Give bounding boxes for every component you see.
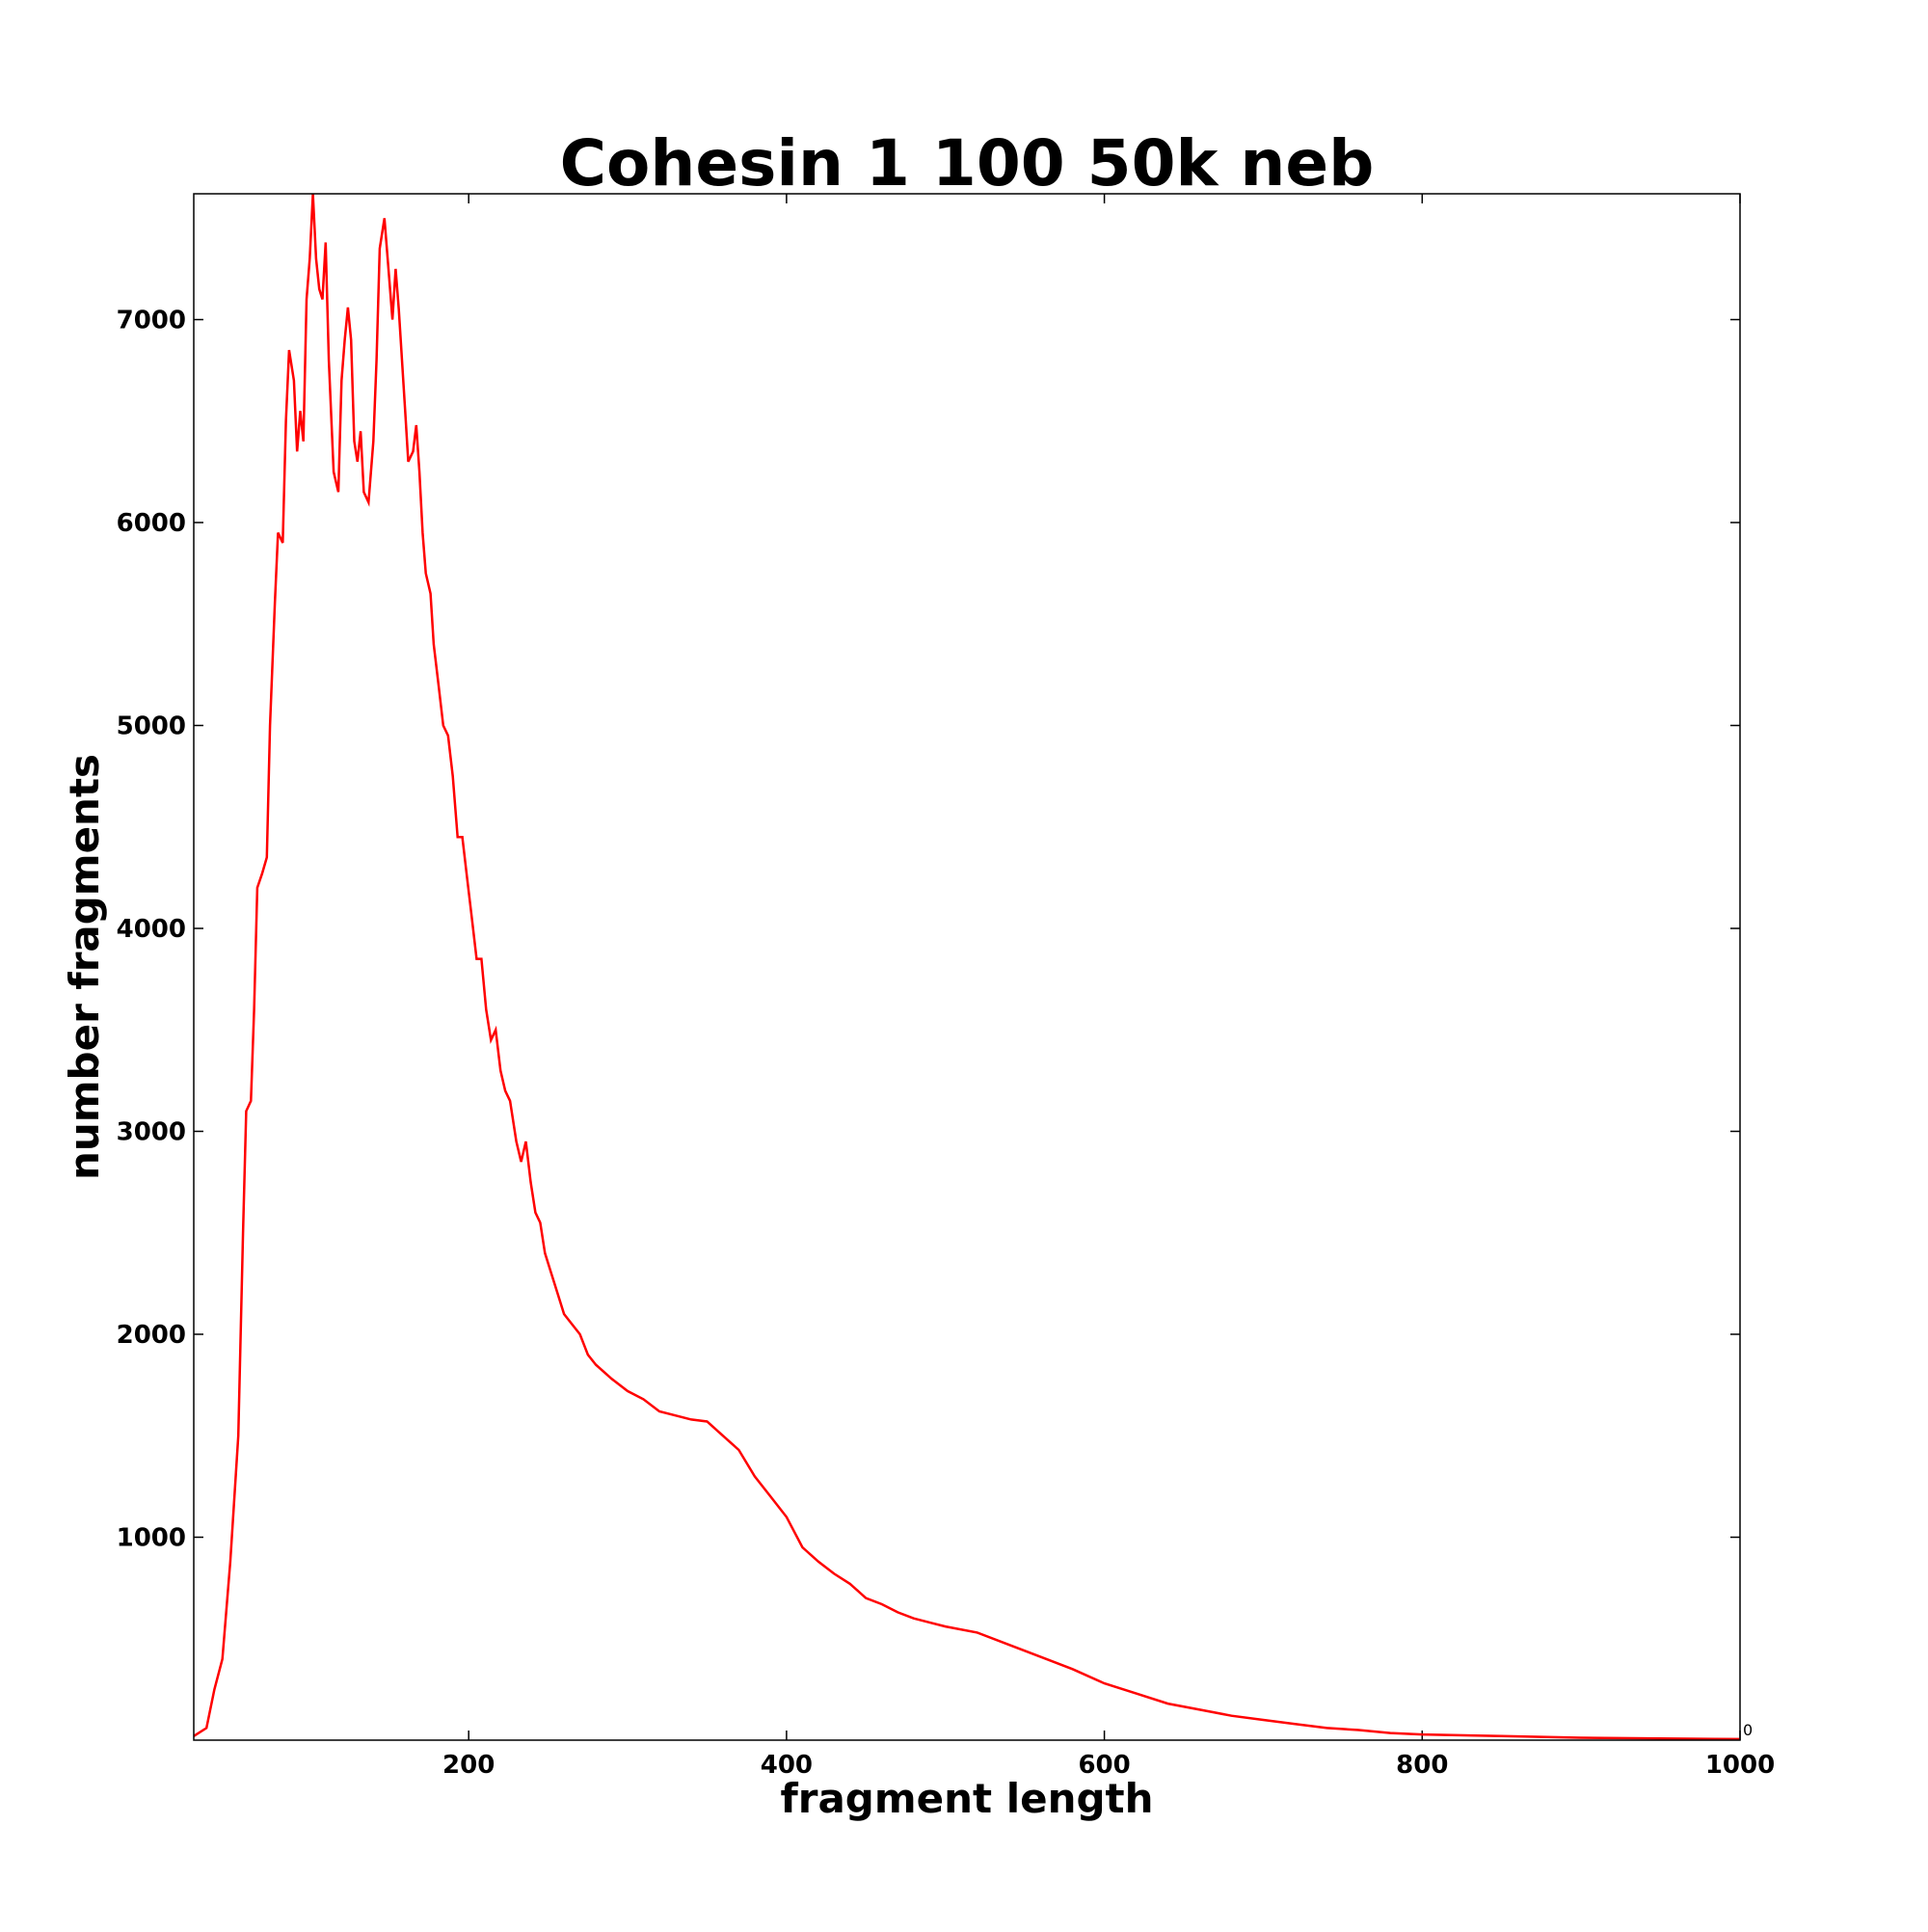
x-tick-label: 800 <box>1396 1751 1448 1780</box>
x-tick-label: 200 <box>442 1751 495 1780</box>
y-tick-label: 1000 <box>117 1524 186 1553</box>
y-tick-label: 6000 <box>117 509 186 538</box>
y-tick-label: 4000 <box>117 915 186 944</box>
y-tick-label: 7000 <box>117 307 186 335</box>
y-tick-label: 2000 <box>117 1321 186 1350</box>
y-tick-label: 5000 <box>117 712 186 741</box>
y-tick-label: 3000 <box>117 1118 186 1147</box>
plot-frame <box>193 193 1741 1741</box>
annotation: 0 <box>1743 1721 1753 1739</box>
data-line <box>193 193 1741 1741</box>
y-axis-label: number fragments <box>61 754 108 1180</box>
x-tick-label: 1000 <box>1705 1751 1775 1780</box>
chart-title: Cohesin 1 100 50k neb <box>560 126 1375 201</box>
x-tick-label: 600 <box>1078 1751 1130 1780</box>
x-axis-label: fragment length <box>780 1775 1153 1822</box>
x-tick-label: 400 <box>761 1751 813 1780</box>
